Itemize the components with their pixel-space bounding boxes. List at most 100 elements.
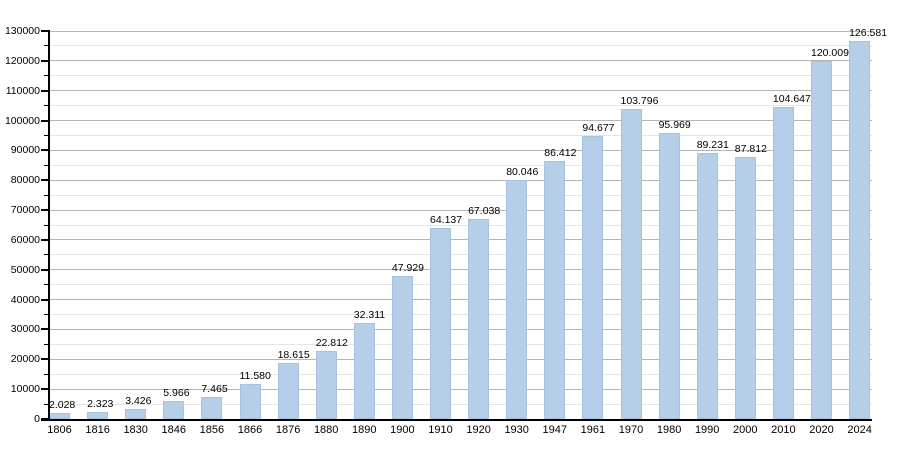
bar	[391, 275, 413, 419]
bar	[544, 161, 566, 419]
bar-value-label: 103.796	[620, 95, 659, 108]
y-axis-major-tick	[41, 119, 50, 122]
y-tick-label: 100000	[4, 114, 40, 127]
y-axis-major-tick	[41, 238, 50, 241]
bar-value-label: 95.969	[658, 118, 691, 131]
y-axis-minor-tick	[44, 224, 50, 226]
gridline-minor	[50, 314, 872, 316]
x-tick-label: 1890	[352, 424, 377, 436]
y-tick-label: 0	[34, 413, 40, 425]
bar-value-label: 120.009	[811, 46, 849, 59]
gridline-minor	[50, 373, 872, 375]
bar-value-label: 94.677	[582, 122, 615, 135]
gridline-minor	[50, 105, 872, 107]
gridline-minor	[50, 224, 872, 226]
bar-value-label: 104.647	[772, 92, 811, 105]
y-axis-minor-tick	[44, 105, 50, 107]
bar-value-label: 126.581	[849, 27, 888, 40]
y-axis-minor-tick	[44, 254, 50, 256]
y-axis-minor-tick	[44, 45, 50, 47]
bar-value-label: 32.311	[353, 308, 386, 321]
y-axis-minor-tick	[44, 314, 50, 316]
y-axis-minor-tick	[44, 75, 50, 77]
gridline-major	[50, 358, 872, 360]
y-axis-major-tick	[41, 89, 50, 92]
bar	[353, 322, 375, 419]
bar-value-label: 67.038	[468, 204, 501, 217]
y-axis-major-tick	[41, 179, 50, 182]
y-axis-line	[48, 31, 50, 421]
bar-value-label: 64.137	[430, 213, 463, 226]
y-tick-label: 50000	[10, 263, 40, 276]
y-tick-label: 120000	[4, 54, 40, 67]
x-tick-label: 1990	[694, 424, 720, 436]
x-tick-label: 1816	[85, 424, 110, 436]
bar	[315, 350, 337, 419]
x-tick-label: 1880	[313, 424, 339, 436]
y-axis-major-tick	[41, 298, 50, 301]
gridline-minor	[50, 284, 872, 286]
bar	[163, 401, 185, 419]
gridline-major	[50, 299, 872, 301]
y-tick-label: 20000	[10, 353, 40, 366]
x-tick-label: 1930	[504, 424, 529, 436]
gridline-major	[50, 328, 872, 330]
gridline-major	[50, 120, 872, 122]
gridline-minor	[50, 254, 872, 256]
bar	[430, 227, 451, 419]
gridline-minor	[50, 194, 872, 196]
y-tick-label: 90000	[10, 144, 40, 157]
x-tick-label: 2010	[771, 424, 796, 436]
y-tick-label: 70000	[10, 204, 40, 217]
y-axis-minor-tick	[44, 194, 50, 196]
y-axis-major-tick	[41, 328, 50, 331]
bar	[125, 408, 147, 419]
x-tick-label: 1980	[656, 424, 682, 436]
gridline-major	[50, 30, 872, 32]
bar-value-label: 7.465	[201, 382, 228, 395]
gridline-minor	[50, 164, 872, 166]
y-axis-major-tick	[41, 358, 50, 361]
gridline-major	[50, 388, 872, 390]
x-tick-label: 1920	[466, 424, 491, 436]
x-tick-label: 2020	[809, 424, 834, 436]
x-tick-label: 1900	[390, 424, 415, 436]
bar	[277, 363, 299, 419]
y-tick-label: 10000	[10, 383, 40, 396]
y-axis-minor-tick	[44, 164, 50, 166]
bar	[849, 41, 871, 419]
x-tick-label: 1947	[542, 424, 568, 436]
gridline-minor	[50, 343, 872, 345]
bar-value-label: 22.812	[315, 336, 348, 349]
y-axis-minor-tick	[44, 343, 50, 345]
gridline-major	[50, 60, 872, 62]
y-axis-major-tick	[41, 59, 50, 62]
x-tick-label: 2000	[733, 424, 758, 436]
gridline-major	[50, 179, 872, 181]
y-tick-label: 30000	[10, 323, 40, 336]
x-tick-label: 2024	[847, 424, 872, 436]
bar	[658, 132, 680, 419]
y-tick-label: 40000	[10, 293, 40, 306]
bar	[201, 396, 223, 419]
y-axis-minor-tick	[44, 373, 50, 375]
y-axis-major-tick	[41, 30, 50, 32]
x-tick-label: 1910	[428, 424, 453, 436]
bar-value-label: 2.323	[87, 398, 114, 411]
x-tick-label: 1830	[123, 424, 148, 436]
y-axis-major-tick	[41, 268, 50, 271]
y-axis-minor-tick	[44, 134, 50, 136]
gridline-major	[50, 239, 872, 241]
gridline-major	[50, 90, 872, 92]
bar-value-label: 47.929	[391, 261, 425, 274]
bar	[811, 60, 832, 419]
gridline-minor	[50, 45, 872, 47]
gridline-major	[50, 209, 872, 211]
y-tick-label: 60000	[10, 233, 40, 246]
bar-value-label: 5.966	[163, 387, 190, 400]
x-tick-label: 1961	[580, 424, 606, 436]
bar-value-label: 2.028	[49, 398, 76, 411]
y-axis-minor-tick	[44, 284, 50, 286]
bar	[506, 180, 528, 419]
